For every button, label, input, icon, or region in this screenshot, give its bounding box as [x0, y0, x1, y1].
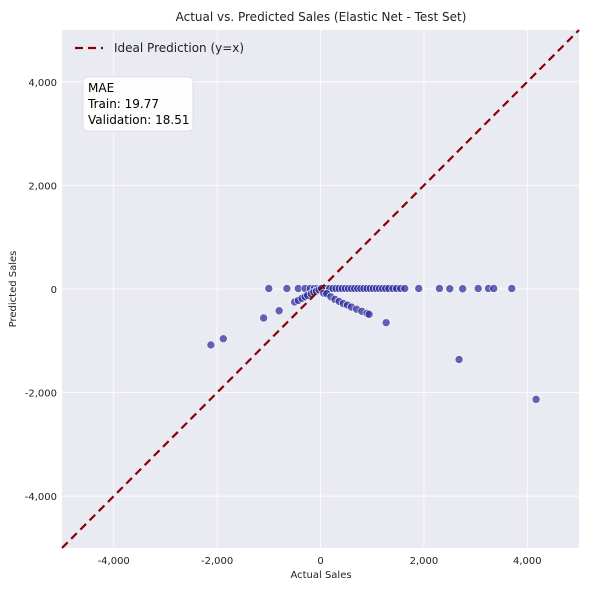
- mae-heading: MAE: [88, 81, 114, 95]
- x-tick-label: -2,000: [201, 556, 233, 567]
- y-axis-label: Predicted Sales: [8, 251, 19, 328]
- scatter-point: [400, 284, 410, 293]
- y-tick-label: 2,000: [28, 181, 57, 192]
- scatter-point: [489, 284, 498, 293]
- x-axis-label: Actual Sales: [290, 570, 351, 581]
- scatter-point: [206, 340, 216, 350]
- mae-box-background: [82, 76, 194, 132]
- y-tick-label: 4,000: [28, 78, 57, 89]
- y-tick-label: -2,000: [25, 389, 57, 400]
- scatter-points: [206, 284, 541, 404]
- mae-train: Train: 19.77: [87, 97, 159, 111]
- x-tick-label: 2,000: [410, 556, 439, 567]
- x-tick-label: 4,000: [513, 556, 542, 567]
- mae-validation: Validation: 18.51: [88, 113, 189, 127]
- scatter-point: [435, 284, 444, 293]
- scatter-point: [454, 355, 464, 364]
- scatter-point: [473, 284, 483, 293]
- y-tick-label: -4,000: [25, 492, 57, 503]
- scatter-point: [507, 284, 517, 293]
- ideal-prediction-line: [61, 29, 580, 549]
- scatter-point: [458, 284, 467, 294]
- legend: Ideal Prediction (y=x): [75, 41, 244, 55]
- x-axis-ticks: -4,000 -2,000 0 2,000 4,000: [98, 556, 542, 567]
- legend-label: Ideal Prediction (y=x): [114, 41, 244, 55]
- scatter-point: [445, 284, 455, 294]
- y-axis-ticks: -4,000 -2,000 0 2,000 4,000: [25, 78, 57, 503]
- scatter-point: [531, 395, 541, 404]
- scatter-point: [219, 334, 228, 344]
- x-tick-label: 0: [317, 556, 323, 567]
- scatter-point: [259, 313, 268, 323]
- chart-title: Actual vs. Predicted Sales (Elastic Net …: [176, 10, 467, 24]
- x-tick-label: -4,000: [98, 556, 130, 567]
- scatter-point: [264, 284, 274, 293]
- scatter-point: [414, 284, 424, 293]
- scatter-point: [274, 306, 284, 316]
- scatter-point: [364, 310, 374, 319]
- y-tick-label: 0: [51, 285, 57, 296]
- scatter-point: [381, 318, 391, 327]
- scatter-point: [282, 284, 292, 293]
- mae-annotation-box: MAE Train: 19.77 Validation: 18.51: [82, 76, 194, 132]
